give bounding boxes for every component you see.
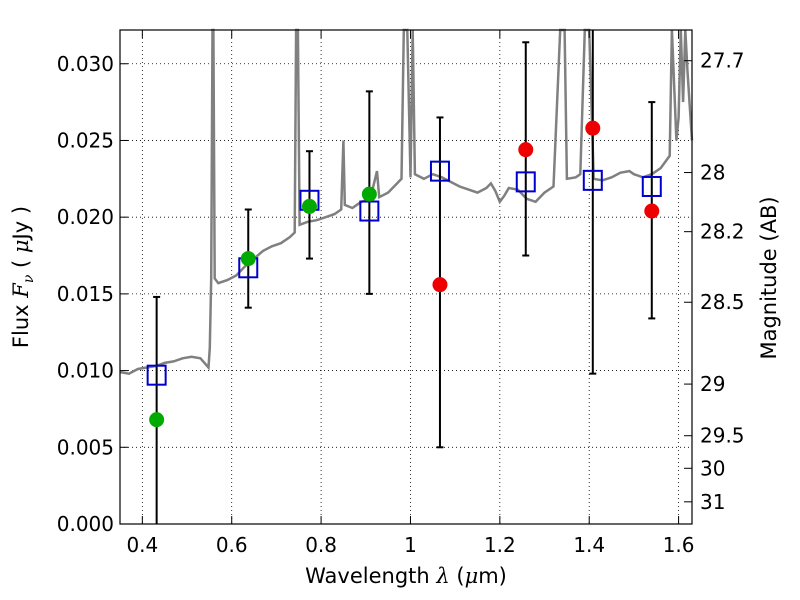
y-tick-label: 0.030 xyxy=(57,52,114,76)
detection-point xyxy=(149,412,165,428)
y-tick-label: 0.020 xyxy=(57,205,114,229)
y2-tick-label: 29 xyxy=(700,372,725,396)
x-tick-label: 1.6 xyxy=(663,533,695,557)
axis-labels: Wavelength λ (μm) Flux Fν ( μJy ) Magnit… xyxy=(9,196,781,588)
grid-lines xyxy=(120,30,692,525)
upper-limit-point xyxy=(432,277,448,293)
axes: 0.4 0.6 0.8 1 1.2 1.4 1.6 0.000 0.005 0.010 0.015 0… xyxy=(57,29,745,557)
secondary-y-axis-label: Magnitude (AB) xyxy=(757,196,781,359)
model-square-marker xyxy=(641,175,662,197)
upper-limit-point xyxy=(585,120,601,136)
y2-tick-label: 28 xyxy=(700,161,725,185)
upper-limit-point xyxy=(518,142,534,158)
x-tick-label: 0.8 xyxy=(305,533,337,557)
detection-point xyxy=(240,251,256,267)
y2-tick-label: 29.5 xyxy=(700,424,745,448)
error-bars xyxy=(153,30,656,524)
model-square-marker xyxy=(515,171,536,193)
y-tick-label: 0.005 xyxy=(57,435,114,459)
x-tick-label: 1.2 xyxy=(484,533,516,557)
y-tick-label: 0.010 xyxy=(57,359,114,383)
plot-frame xyxy=(119,29,693,525)
x-tick-label: 0.6 xyxy=(216,533,248,557)
sed-model-curve xyxy=(119,28,694,376)
y-tick-label: 0.000 xyxy=(57,512,114,536)
data-markers xyxy=(146,120,662,428)
model-square-marker xyxy=(429,160,450,182)
y-tick-label: 0.025 xyxy=(57,128,114,152)
y2-tick-label: 30 xyxy=(700,456,725,480)
detection-point xyxy=(361,186,377,202)
y2-tick-label: 28.5 xyxy=(700,290,745,314)
x-axis-label: Wavelength λ (μm) xyxy=(305,564,507,588)
x-tick-label: 0.4 xyxy=(126,533,158,557)
model-square-marker xyxy=(146,364,167,386)
y-tick-label: 0.015 xyxy=(57,282,114,306)
model-square-marker xyxy=(582,169,603,191)
x-tick-label: 1 xyxy=(404,533,417,557)
detection-point xyxy=(301,198,317,214)
y2-tick-label: 28.2 xyxy=(700,220,745,244)
upper-limit-point xyxy=(644,203,660,219)
y2-tick-label: 31 xyxy=(700,490,725,514)
x-tick-label: 1.4 xyxy=(573,533,605,557)
y-axis-label: Flux Fν ( μJy ) xyxy=(9,206,37,348)
y2-tick-label: 27.7 xyxy=(700,49,745,73)
sed-model-line xyxy=(119,28,694,376)
